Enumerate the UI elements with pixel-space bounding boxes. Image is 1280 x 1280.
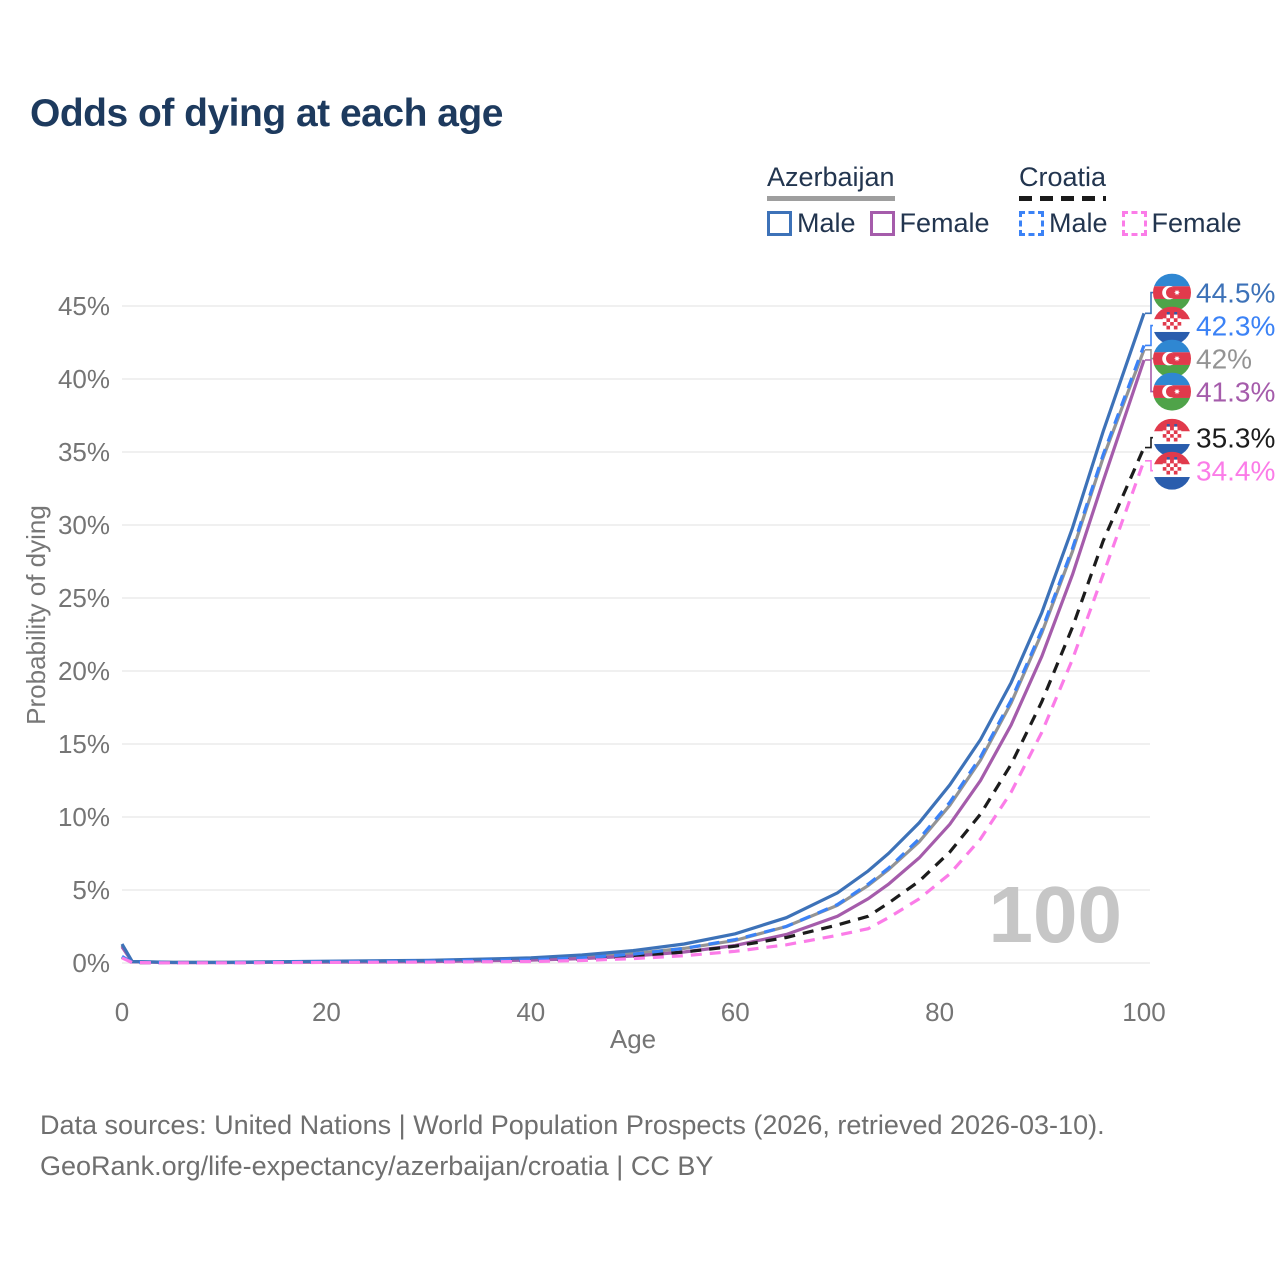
x-tick-label: 40 [516, 997, 545, 1027]
end-value-label: 34.4% [1196, 456, 1275, 487]
y-tick-label: 35% [58, 437, 110, 467]
end-value-label: 42.3% [1196, 311, 1275, 342]
page-title: Odds of dying at each age [30, 92, 503, 135]
legend-azerbaijan-group: Azerbaijan Male Female [767, 162, 990, 239]
y-tick-label: 30% [58, 510, 110, 540]
data-source-line: Data sources: United Nations | World Pop… [40, 1110, 1105, 1140]
x-tick-label: 0 [115, 997, 129, 1027]
footer: Data sources: United Nations | World Pop… [40, 1105, 1105, 1187]
age-watermark: 100 [989, 870, 1122, 959]
legend-item-croatia-male[interactable]: Male [1019, 208, 1108, 239]
leader-line [1145, 324, 1153, 347]
flag-icon-azerbaijan [1153, 339, 1191, 378]
leader-line [1145, 291, 1153, 315]
y-tick-label: 10% [58, 802, 110, 832]
leader-line [1145, 348, 1153, 360]
end-value-label: 35.3% [1196, 423, 1275, 454]
series-line-croatia-female[interactable] [121, 460, 1146, 965]
end-value-label: 42% [1196, 344, 1252, 375]
leader-line [1145, 459, 1153, 472]
line-chart: 0% 5% 10% 15% 20% 25% 30% 35% 40% 45% 0 20 40 60 80 100… [21, 273, 1275, 1054]
flag-icon-croatia [1153, 451, 1191, 490]
end-value-label: 41.3% [1196, 377, 1275, 408]
flag-icon-azerbaijan [1153, 273, 1191, 312]
y-tick-label: 45% [58, 291, 110, 321]
legend-item-azerbaijan-female[interactable]: Female [869, 208, 990, 239]
azerbaijan-male-swatch-icon [767, 211, 792, 236]
azerbaijan-female-swatch-icon [869, 211, 895, 236]
legend-croatia-group: Croatia Male Female [1019, 162, 1242, 239]
end-value-label: 44.5% [1196, 278, 1275, 309]
legend-country-azerbaijan[interactable]: Azerbaijan [767, 162, 895, 201]
x-tick-label: 20 [312, 997, 341, 1027]
attribution-line: GeoRank.org/life-expectancy/azerbaijan/c… [40, 1151, 714, 1181]
legend-item-label: Female [1151, 208, 1242, 238]
y-tick-label: 40% [58, 364, 110, 394]
legend-country-croatia-label: Croatia [1019, 162, 1107, 192]
croatia-female-swatch-icon [1121, 211, 1147, 236]
flag-icon-croatia [1153, 418, 1191, 457]
flag-icon-azerbaijan [1153, 372, 1191, 411]
x-tick-label: 80 [925, 997, 954, 1027]
legend-country-azerbaijan-label: Azerbaijan [767, 162, 895, 192]
croatia-line-style-sample [1019, 196, 1107, 201]
x-tick-label: 60 [721, 997, 750, 1027]
y-tick-label: 0% [72, 948, 110, 978]
y-axis-title: Probability of dying [21, 505, 51, 725]
legend-item-label: Female [899, 208, 990, 238]
legend-country-croatia[interactable]: Croatia [1019, 162, 1107, 201]
croatia-male-swatch-icon [1019, 211, 1044, 236]
leader-line [1145, 359, 1153, 393]
x-tick-label: 100 [1122, 997, 1165, 1027]
azerbaijan-line-style-sample [767, 196, 895, 201]
legend-item-croatia-female[interactable]: Female [1121, 208, 1242, 239]
flag-icon-croatia [1153, 306, 1191, 345]
legend-item-label: Male [1049, 208, 1108, 238]
y-tick-label: 5% [72, 875, 110, 905]
legend-item-label: Male [797, 208, 856, 238]
x-axis-title: Age [610, 1024, 656, 1054]
series-line-azerbaijan-male[interactable] [120, 312, 1146, 964]
leader-line [1145, 436, 1153, 449]
y-tick-label: 15% [58, 729, 110, 759]
y-tick-label: 20% [58, 656, 110, 686]
y-tick-label: 25% [58, 583, 110, 613]
legend-item-azerbaijan-male[interactable]: Male [767, 208, 856, 239]
